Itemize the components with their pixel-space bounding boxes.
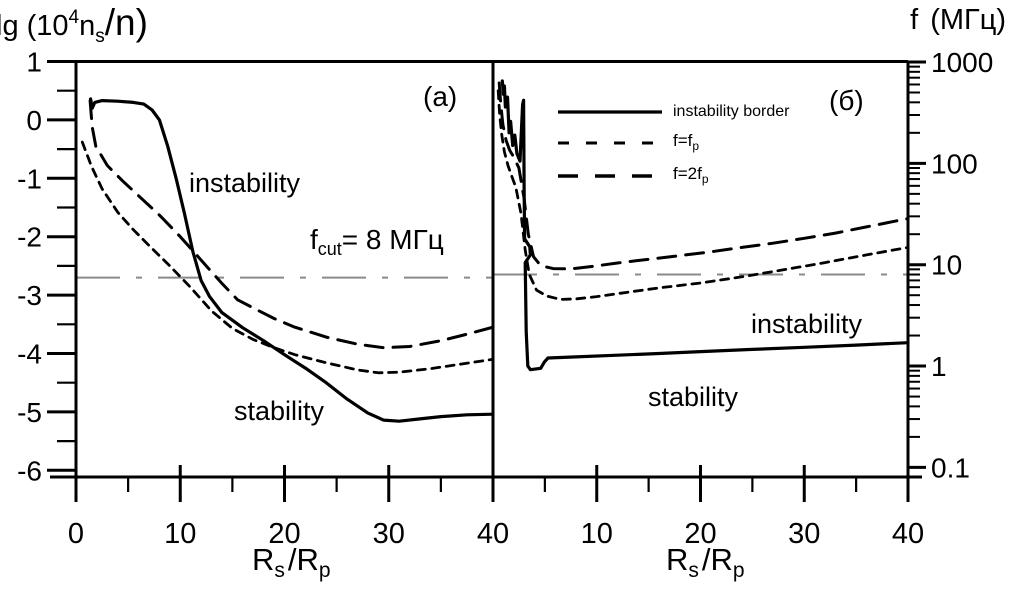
- legend-label-instability-border: instability border: [673, 103, 790, 120]
- y-right-tick-label: 1: [931, 351, 947, 382]
- x-title-r2: /R: [701, 542, 733, 577]
- y-axis-title-left: lg (104ns/n): [0, 4, 148, 46]
- y-left-title-sub: s: [95, 26, 105, 47]
- y-left-tick-label: -6: [17, 455, 42, 486]
- x-axis-title-a: Rs/Rp: [252, 544, 331, 581]
- fcut-pre: f: [310, 224, 318, 255]
- fcut-value: = 8 МГц: [341, 224, 444, 255]
- x-tick-label-b: 10: [581, 518, 613, 550]
- y-right-tick-label: 0.1: [931, 452, 970, 483]
- panel-label-b: (б): [829, 85, 864, 116]
- x-tick-label-b: 20: [684, 518, 716, 550]
- x-title-r1: R: [252, 542, 275, 577]
- curve-b-solid: [500, 79, 910, 372]
- curve-b-long-dash: [497, 81, 910, 271]
- x-title-r2: /R: [287, 542, 319, 577]
- x-tick-label-b: 30: [788, 518, 820, 550]
- curve-a-solid: [88, 97, 495, 423]
- legend-2fp-pre: f=2f: [673, 164, 702, 183]
- y-axis-title-right: f (МГц): [910, 6, 1006, 35]
- legend-label-f-2fp: f=2fp: [673, 165, 709, 185]
- y-left-tick-label: -1: [17, 163, 42, 194]
- y-left-tick-label: 0: [26, 105, 42, 136]
- annotation-instability-b: instability: [751, 309, 863, 339]
- y-left-tick-label: -4: [17, 339, 42, 370]
- legend-label-f-fp: f=fp: [673, 132, 699, 152]
- y-right-tick-label: 10: [931, 250, 962, 281]
- x-title-sub1: s: [274, 559, 285, 582]
- y-left-title-post: /n): [104, 2, 148, 43]
- y-left-title-pre: lg (10: [0, 10, 69, 42]
- annotation-stability-b: stability: [648, 382, 739, 412]
- x-title-r1: R: [666, 542, 689, 577]
- y-left-tick-label: -2: [17, 222, 42, 253]
- y-left-tick-label: -3: [17, 280, 42, 311]
- x-tick-label-a: 0: [68, 518, 84, 550]
- x-tick-label-a: 40: [477, 518, 509, 550]
- legend-2fp-sub: p: [701, 172, 709, 186]
- x-title-sub2: p: [732, 559, 745, 582]
- x-tick-label-a: 20: [268, 518, 300, 550]
- y-left-tick-label: -5: [17, 397, 42, 428]
- panel-label-a: (a): [423, 81, 458, 112]
- x-tick-label-a: 30: [373, 518, 405, 550]
- annotation-instability-a: instability: [189, 168, 301, 198]
- x-tick-label-b: 40: [892, 518, 924, 550]
- x-title-sub2: p: [318, 559, 331, 582]
- y-left-title-sup: 4: [68, 7, 80, 28]
- y-right-tick-label: 100: [931, 148, 978, 179]
- curve-a-long-dash: [88, 99, 495, 350]
- cutoff-frequency-label: fcut= 8 МГц: [310, 224, 444, 259]
- x-tick-label-a: 10: [164, 518, 196, 550]
- y-right-title-unit: (МГц): [930, 4, 1006, 36]
- y-left-tick-label: 1: [26, 47, 42, 78]
- y-right-title-pre: f: [910, 4, 919, 36]
- x-axis-title-b: Rs/Rp: [666, 544, 745, 581]
- y-left-title-mid: n: [79, 10, 96, 42]
- curve-a-short-dash: [80, 140, 495, 375]
- x-title-sub1: s: [688, 559, 699, 582]
- legend-fp-sub: p: [692, 139, 700, 153]
- legend-fp-pre: f=f: [673, 131, 693, 150]
- fcut-sub: cut: [317, 239, 342, 259]
- y-right-tick-label: 1000: [931, 47, 993, 78]
- annotation-stability-a: stability: [234, 396, 325, 426]
- curve-b-short-dash: [496, 89, 910, 301]
